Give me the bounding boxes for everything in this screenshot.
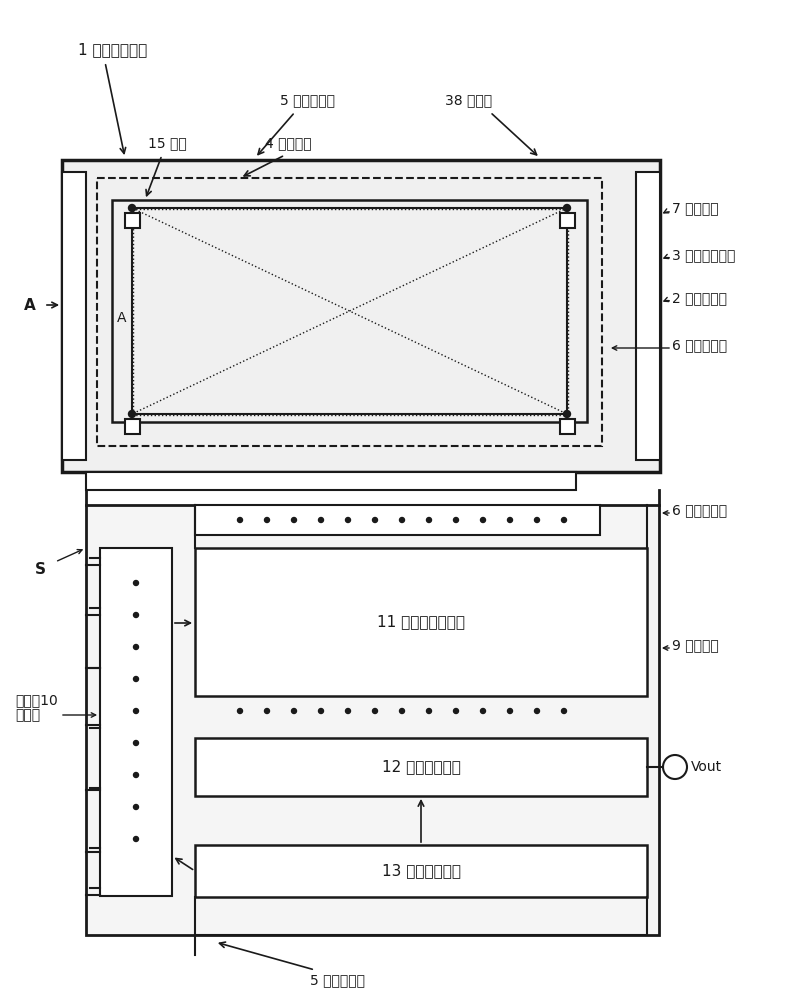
Circle shape (508, 708, 512, 714)
Bar (97, 178, 602, 446)
Bar (125, 213, 140, 228)
Circle shape (561, 518, 566, 522)
Text: A: A (117, 311, 127, 325)
Bar (112, 200, 587, 422)
Circle shape (133, 708, 139, 714)
Bar (125, 419, 140, 434)
Text: 3 连接单元区域: 3 连接单元区域 (672, 248, 735, 262)
Text: 12 水平驱动电路: 12 水平驱动电路 (381, 760, 461, 774)
Text: 4 像素区域: 4 像素区域 (265, 136, 312, 150)
Text: A: A (24, 298, 36, 312)
Text: 2 传感器基板: 2 传感器基板 (672, 291, 727, 305)
Circle shape (265, 518, 270, 522)
Circle shape (481, 708, 485, 714)
Circle shape (534, 708, 539, 714)
Circle shape (128, 410, 136, 418)
Circle shape (561, 708, 566, 714)
Text: 6 垂直信号线: 6 垂直信号线 (672, 338, 727, 352)
Circle shape (454, 708, 458, 714)
Circle shape (133, 772, 139, 778)
Circle shape (319, 708, 324, 714)
Text: 6 垂直信号线: 6 垂直信号线 (672, 503, 727, 517)
Circle shape (400, 708, 404, 714)
Circle shape (265, 708, 270, 714)
Text: 15 像素: 15 像素 (148, 136, 186, 150)
Circle shape (133, 740, 139, 746)
Text: 9 电路基板: 9 电路基板 (672, 638, 718, 652)
Circle shape (128, 205, 136, 212)
Circle shape (427, 518, 431, 522)
Bar (62, 160, 660, 472)
Bar (195, 548, 647, 696)
Bar (560, 419, 574, 434)
Text: Vout: Vout (691, 760, 722, 774)
Circle shape (133, 645, 139, 650)
Bar (86, 472, 576, 490)
Text: 5 像素驱动线: 5 像素驱动线 (280, 93, 335, 107)
Circle shape (400, 518, 404, 522)
Circle shape (292, 708, 297, 714)
Circle shape (346, 708, 351, 714)
Circle shape (133, 836, 139, 842)
Text: 13 系统控制电路: 13 系统控制电路 (381, 863, 461, 879)
Bar (195, 505, 600, 535)
Text: 7 周边区域: 7 周边区域 (672, 201, 718, 215)
Circle shape (346, 518, 351, 522)
Circle shape (133, 612, 139, 617)
Text: S: S (35, 562, 45, 578)
Circle shape (133, 676, 139, 682)
Circle shape (508, 518, 512, 522)
Circle shape (564, 205, 570, 212)
Circle shape (481, 518, 485, 522)
Bar (195, 738, 647, 796)
Circle shape (454, 518, 458, 522)
Bar (195, 845, 647, 897)
Circle shape (564, 410, 570, 418)
Circle shape (133, 580, 139, 585)
Bar (100, 548, 172, 896)
Text: 11 列信号处理电路: 11 列信号处理电路 (377, 614, 465, 630)
Text: 38 台阶部: 38 台阶部 (445, 93, 492, 107)
Text: 动电路: 动电路 (15, 708, 40, 722)
Circle shape (292, 518, 297, 522)
Circle shape (133, 804, 139, 810)
Text: 5 像素驱动线: 5 像素驱动线 (310, 973, 365, 987)
Bar (62, 172, 86, 460)
Circle shape (237, 708, 243, 714)
Bar (636, 172, 660, 460)
Circle shape (237, 518, 243, 522)
Bar (560, 213, 574, 228)
Circle shape (534, 518, 539, 522)
Bar (86, 505, 659, 935)
Circle shape (373, 708, 377, 714)
Circle shape (319, 518, 324, 522)
Circle shape (373, 518, 377, 522)
Text: 垂直驱10: 垂直驱10 (15, 693, 58, 707)
Circle shape (427, 708, 431, 714)
Text: 1 固体摄像装置: 1 固体摄像装置 (78, 42, 147, 57)
